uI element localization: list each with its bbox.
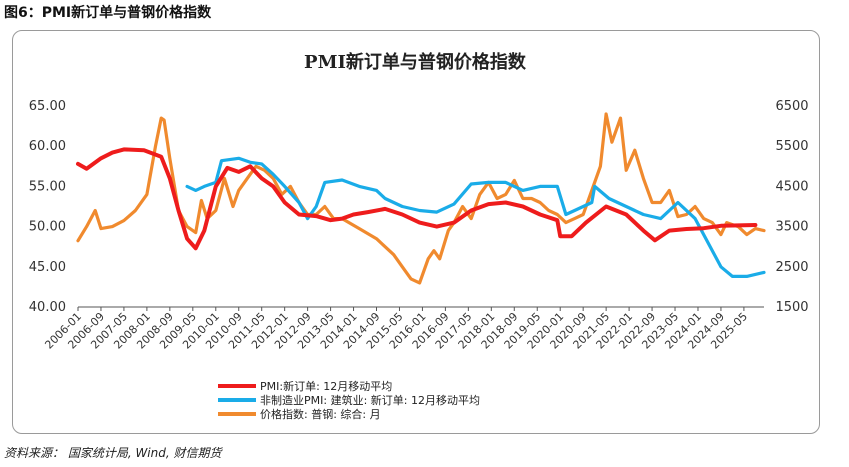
y-right-tick-label: 2500: [775, 260, 808, 275]
x-axis: 2006-012006-092007-052008-012008-092009-…: [42, 307, 750, 352]
series-line-2: [185, 156, 766, 278]
y-left-tick-label: 50.00: [29, 220, 66, 235]
legend-label: 非制造业PMI: 建筑业: 新订单: 12月移动平均: [260, 393, 480, 407]
series-line-1: [76, 147, 758, 251]
y-right-tick-label: 4500: [775, 179, 808, 194]
series-layer: [76, 112, 766, 285]
y-left-tick-label: 60.00: [29, 139, 66, 154]
y-axis-right: 6500 5500 4500 3500 2500 1500: [775, 99, 808, 315]
y-left-tick-label: 65.00: [29, 99, 66, 114]
y-right-tick-label: 5500: [775, 139, 808, 154]
legend-label: 价格指数: 普钢: 综合: 月: [260, 407, 381, 421]
y-left-tick-label: 55.00: [29, 179, 66, 194]
y-left-tick-label: 40.00: [29, 300, 66, 315]
chart-title: PMI新订单与普钢价格指数: [304, 51, 527, 73]
y-right-tick-label: 6500: [775, 99, 808, 114]
y-axis-left: 65.00 60.00 55.00 50.00 45.00 40.00: [29, 99, 66, 315]
y-right-tick-label: 1500: [775, 300, 808, 315]
y-right-tick-label: 3500: [775, 220, 808, 235]
source-note: 资料来源： 国家统计局, Wind, 财信期货: [4, 446, 222, 460]
chart-frame: [12, 30, 820, 434]
series-line-3: [76, 112, 766, 285]
figure-caption: 图6：PMI新订单与普钢价格指数: [4, 5, 212, 21]
y-left-tick-label: 45.00: [29, 260, 66, 275]
legend-label: PMI:新订单: 12月移动平均: [260, 379, 392, 393]
